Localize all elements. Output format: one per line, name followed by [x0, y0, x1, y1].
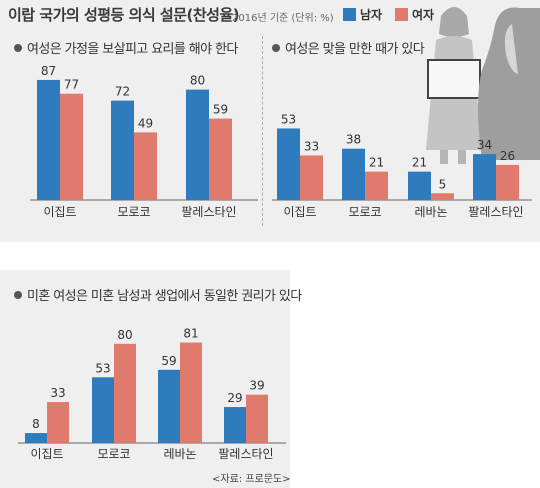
bar-female — [246, 394, 268, 443]
chart3-title: 미혼 여성은 미혼 남성과 생업에서 동일한 권리가 있다 — [14, 285, 302, 304]
chart-divider — [262, 36, 263, 226]
data-label: 26 — [500, 149, 515, 163]
page-title: 이랍 국가의 성평등 의식 설문(찬성율) — [8, 6, 240, 24]
bar-female — [114, 343, 136, 443]
bar-male — [277, 128, 300, 200]
legend-male-label: 남자 — [360, 8, 383, 22]
category-label: 모로코 — [348, 205, 381, 219]
category-label: 팔레스타인 — [218, 447, 273, 461]
bar-female — [134, 132, 157, 200]
data-label: 38 — [346, 133, 361, 147]
bullet-icon — [272, 44, 280, 52]
data-label: 49 — [138, 116, 153, 130]
bar-male — [408, 171, 431, 200]
bar-female — [431, 193, 454, 200]
data-label: 53 — [281, 112, 296, 126]
bar-female — [47, 402, 69, 443]
bar-male — [186, 89, 209, 200]
category-label: 레바논 — [414, 205, 447, 219]
bar-male — [111, 100, 134, 200]
legend-male-swatch — [343, 8, 356, 21]
data-label: 80 — [190, 74, 205, 88]
bar-female — [496, 164, 519, 200]
category-label: 이집트 — [43, 205, 76, 219]
bar-female — [209, 118, 232, 200]
chart1-title: 여성은 가정을 보살피고 요리를 해야 한다 — [14, 38, 238, 57]
data-label: 72 — [115, 85, 130, 99]
women-silhouette-icon — [426, 7, 540, 164]
bullet-icon — [14, 291, 22, 299]
legend-female-label: 여자 — [412, 8, 435, 22]
bullet-icon — [14, 44, 22, 52]
data-label: 53 — [95, 361, 110, 375]
chart3-equal-rights: 8 33 이집트 53 80 모로코 59 81 레바논 29 39 팔레스타인 — [18, 327, 286, 461]
unit-note: 2016년 기준 (단위: %) — [232, 13, 334, 24]
bar-male — [158, 369, 180, 443]
bar-male — [342, 148, 365, 200]
data-label: 5 — [439, 177, 447, 191]
legend-female-swatch — [395, 8, 408, 21]
data-label: 33 — [304, 139, 319, 153]
data-label: 80 — [117, 328, 132, 342]
data-label: 81 — [183, 327, 198, 341]
bar-female — [365, 171, 388, 200]
data-label: 21 — [369, 156, 384, 170]
chart2-title: 여성은 맞을 만한 때가 있다 — [272, 38, 425, 57]
data-label: 59 — [161, 354, 176, 368]
category-label: 레바논 — [163, 447, 196, 461]
category-label: 모로코 — [117, 205, 150, 219]
bar-male — [25, 433, 47, 443]
data-label: 21 — [412, 156, 427, 170]
data-label: 87 — [41, 64, 56, 78]
bottom-panel — [0, 270, 290, 488]
category-label: 팔레스타인 — [468, 205, 523, 219]
bar-female — [180, 342, 202, 443]
data-label: 77 — [64, 78, 79, 92]
category-label: 팔레스타인 — [181, 205, 236, 219]
category-label: 이집트 — [283, 205, 316, 219]
data-label: 59 — [213, 103, 228, 117]
data-label: 34 — [477, 138, 492, 152]
category-label: 모로코 — [97, 447, 130, 461]
chart1-housework: 87 77 이집트 72 49 모로코 80 59 팔레스타인 — [30, 64, 258, 219]
bar-male — [473, 154, 496, 200]
bar-male — [92, 377, 114, 443]
data-label: 39 — [249, 379, 264, 393]
data-label: 8 — [32, 417, 40, 431]
data-label: 33 — [50, 386, 65, 400]
bar-female — [60, 93, 83, 200]
source-note: <자료: 프로문도> — [212, 474, 291, 485]
bar-male — [37, 79, 60, 200]
category-label: 이집트 — [30, 447, 63, 461]
chart2-violence: 53 33 이집트 38 21 모로코 21 5 레바논 34 26 팔레스타인 — [272, 112, 532, 219]
data-label: 29 — [227, 391, 242, 405]
bar-female — [300, 155, 323, 200]
bar-male — [224, 407, 246, 443]
